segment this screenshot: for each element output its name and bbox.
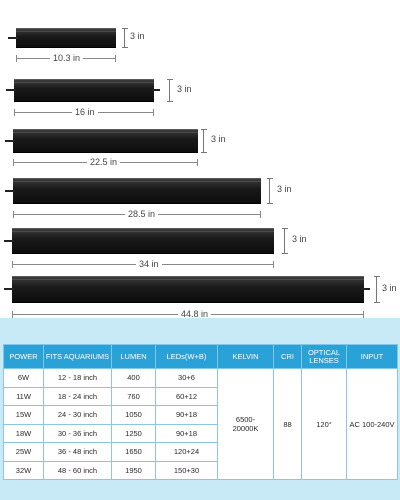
header-leds: LEDs(W+B) (155, 344, 218, 369)
cell-power: 25W (3, 442, 44, 462)
cell-kelvin: 6500-20000K (217, 368, 274, 480)
table-row: 32W 48 - 60 inch 1950 150+30 (3, 460, 398, 480)
cell-leds: 30+6 (155, 368, 218, 388)
light-bar-2: 3 in 16 in (6, 79, 192, 117)
header-kelvin: KELVIN (217, 344, 274, 369)
cell-lumen: 1250 (111, 423, 156, 443)
cell-leds: 120+24 (155, 442, 218, 462)
header-fits-aquariums: FITS AQUARIUMS (43, 344, 112, 369)
cell-cri: 88 (273, 368, 302, 480)
light-5-length: 34 in (136, 259, 162, 269)
light-3-length: 22.5 in (87, 157, 121, 167)
light-6-height: 3 in (382, 283, 397, 293)
light-bar-4: 3 in 28.5 in (5, 178, 292, 219)
table-header-row: POWER FITS AQUARIUMS LUMEN LEDs(W+B) KEL… (3, 344, 398, 369)
cell-fits: 30 - 36 inch (43, 423, 112, 443)
cell-power: 11W (3, 386, 44, 406)
light-1-length: 10.3 in (50, 53, 84, 63)
light-dimensions-panel: 3 in 10.3 in 3 in 16 in 3 in 22.5 in 3 i… (4, 28, 397, 319)
table-row: 11W 18 - 24 inch 760 60+12 (3, 386, 398, 406)
cell-lumen: 1650 (111, 442, 156, 462)
light-5-height: 3 in (292, 234, 307, 244)
spec-table: POWER FITS AQUARIUMS LUMEN LEDs(W+B) KEL… (3, 344, 398, 480)
header-optical-lenses: OPTICAL LENSES (301, 344, 347, 369)
light-4-length: 28.5 in (125, 209, 159, 219)
cell-lumen: 1950 (111, 460, 156, 480)
header-lumen: LUMEN (111, 344, 156, 369)
cell-input: AC 100-240V (346, 368, 398, 480)
cell-lumen: 1050 (111, 405, 156, 425)
table-row: 25W 36 - 48 inch 1650 120+24 (3, 442, 398, 462)
cell-power: 15W (3, 405, 44, 425)
light-bar-3: 3 in 22.5 in (5, 129, 226, 167)
spec-panel: POWER FITS AQUARIUMS LUMEN LEDs(W+B) KEL… (0, 318, 400, 500)
cell-fits: 18 - 24 inch (43, 386, 112, 406)
cell-leds: 90+18 (155, 405, 218, 425)
header-cri: CRI (273, 344, 302, 369)
cell-leds: 90+18 (155, 423, 218, 443)
light-1-height: 3 in (130, 31, 145, 41)
header-input: INPUT (346, 344, 398, 369)
cell-fits: 12 - 18 inch (43, 368, 112, 388)
table-row: 18W 30 - 36 inch 1250 90+18 (3, 423, 398, 443)
header-power: POWER (3, 344, 44, 369)
cell-fits: 24 - 30 inch (43, 405, 112, 425)
cell-leds: 150+30 (155, 460, 218, 480)
cell-leds: 60+12 (155, 386, 218, 406)
cell-optical-lenses: 120° (301, 368, 347, 480)
cell-power: 6W (3, 368, 44, 388)
light-4-height: 3 in (277, 184, 292, 194)
cell-lumen: 760 (111, 386, 156, 406)
light-3-height: 3 in (211, 134, 226, 144)
cell-power: 18W (3, 423, 44, 443)
light-bar-5: 3 in 34 in (4, 228, 307, 269)
table-row: 6W 12 - 18 inch 400 30+6 6500-20000K 88 … (3, 368, 398, 480)
light-bar-1: 3 in 10.3 in (8, 28, 145, 63)
cell-lumen: 400 (111, 368, 156, 388)
light-6-length: 44.8 in (178, 309, 212, 319)
light-bar-6: 3 in 44.8 in (4, 276, 397, 319)
cell-fits: 48 - 60 inch (43, 460, 112, 480)
cell-power: 32W (3, 460, 44, 480)
light-2-length: 16 in (72, 107, 98, 117)
light-2-height: 3 in (177, 84, 192, 94)
cell-fits: 36 - 48 inch (43, 442, 112, 462)
table-row: 15W 24 - 30 inch 1050 90+18 (3, 405, 398, 425)
